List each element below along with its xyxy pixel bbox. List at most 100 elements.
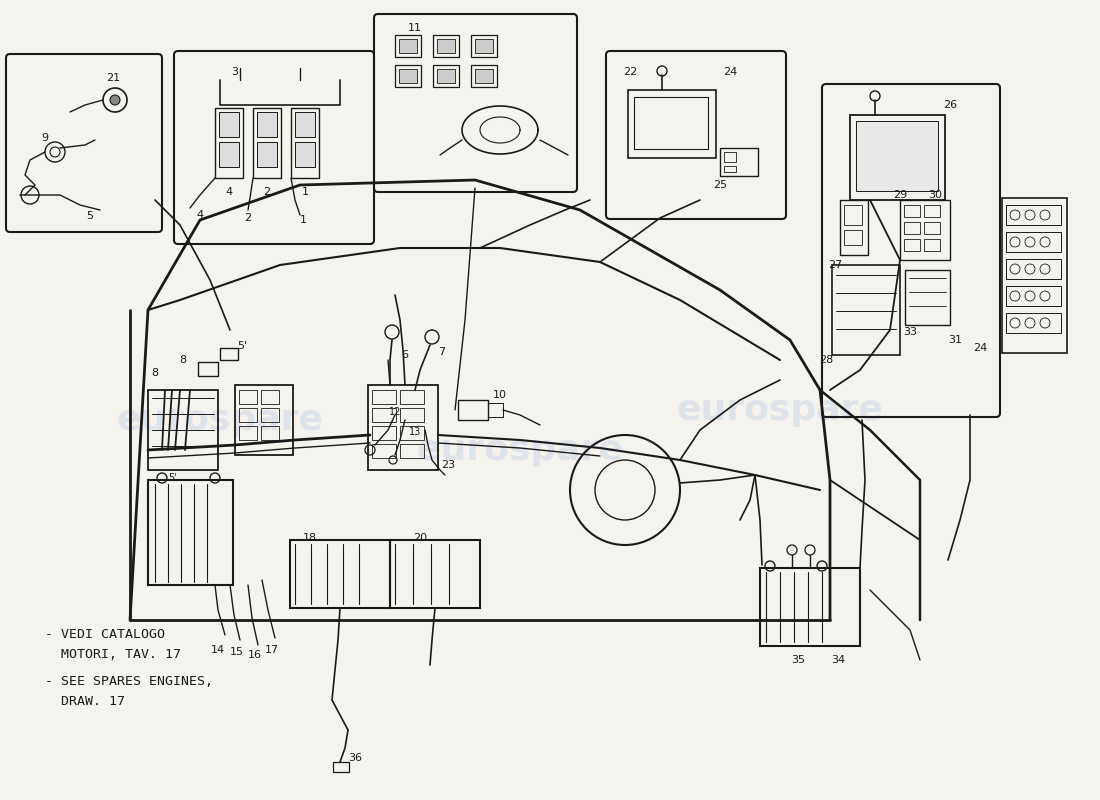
Bar (372, 408, 396, 422)
Text: DRAW. 17: DRAW. 17 (45, 695, 125, 708)
Bar (844, 230, 862, 245)
Text: eurospare: eurospare (676, 393, 883, 427)
Bar (368, 385, 438, 470)
Bar (390, 540, 480, 608)
Bar (220, 348, 238, 360)
Bar (856, 121, 938, 191)
Bar (437, 69, 455, 83)
Bar (924, 239, 940, 251)
Bar (475, 39, 493, 53)
Text: 10: 10 (493, 390, 507, 400)
Bar (148, 390, 218, 470)
Text: 26: 26 (943, 100, 957, 110)
Bar (924, 205, 940, 217)
Bar (214, 108, 243, 178)
Bar (634, 97, 708, 149)
Bar (904, 239, 920, 251)
Bar (488, 403, 503, 417)
Bar (290, 540, 390, 608)
Text: 20: 20 (412, 533, 427, 543)
Bar (148, 480, 233, 585)
Bar (628, 90, 716, 158)
Bar (433, 35, 459, 57)
Bar (239, 408, 257, 422)
Text: 5': 5' (168, 473, 177, 483)
Bar (399, 69, 417, 83)
Text: 2: 2 (244, 213, 252, 223)
Text: 1: 1 (299, 215, 307, 225)
Bar (261, 426, 279, 440)
Text: 24: 24 (972, 343, 987, 353)
Text: 3: 3 (231, 67, 239, 77)
Text: 12: 12 (388, 407, 401, 417)
Bar (850, 115, 945, 200)
Bar (471, 65, 497, 87)
Bar (720, 148, 758, 176)
Text: 30: 30 (928, 190, 942, 200)
Bar (904, 205, 920, 217)
Text: 13: 13 (409, 427, 421, 437)
Text: 27: 27 (828, 260, 843, 270)
Text: 28: 28 (818, 355, 833, 365)
Text: 29: 29 (893, 190, 907, 200)
Text: 5: 5 (87, 211, 94, 221)
Bar (257, 112, 277, 137)
Bar (724, 152, 736, 162)
Bar (760, 568, 860, 646)
Text: 33: 33 (903, 327, 917, 337)
Bar (1002, 198, 1067, 353)
Text: 18: 18 (302, 533, 317, 543)
Text: 8: 8 (179, 355, 187, 365)
Text: 6: 6 (402, 350, 408, 360)
Text: eurospare: eurospare (117, 403, 323, 437)
Bar (904, 222, 920, 234)
Text: MOTORI, TAV. 17: MOTORI, TAV. 17 (45, 648, 182, 661)
Text: eurospare: eurospare (417, 433, 624, 467)
Text: 1: 1 (301, 187, 308, 197)
Bar (400, 444, 424, 458)
Text: 15: 15 (230, 647, 244, 657)
Bar (295, 142, 315, 167)
Bar (219, 142, 239, 167)
Text: 8: 8 (152, 368, 158, 378)
Bar (253, 108, 280, 178)
Bar (1006, 232, 1062, 252)
Bar (905, 270, 950, 325)
Bar (235, 385, 293, 455)
Bar (471, 35, 497, 57)
Bar (1006, 205, 1062, 225)
Text: 14: 14 (211, 645, 226, 655)
Bar (261, 408, 279, 422)
Text: - SEE SPARES ENGINES,: - SEE SPARES ENGINES, (45, 675, 213, 688)
Bar (924, 222, 940, 234)
Bar (239, 426, 257, 440)
Bar (333, 762, 349, 772)
Text: 7: 7 (439, 347, 446, 357)
Text: 36: 36 (348, 753, 362, 763)
Bar (433, 65, 459, 87)
Bar (475, 69, 493, 83)
Bar (1006, 259, 1062, 279)
Bar (239, 390, 257, 404)
Bar (372, 390, 396, 404)
Text: 17: 17 (265, 645, 279, 655)
Bar (832, 265, 900, 355)
Circle shape (110, 95, 120, 105)
Text: 11: 11 (408, 23, 422, 33)
Bar (400, 408, 424, 422)
Bar (219, 112, 239, 137)
Bar (399, 39, 417, 53)
Bar (724, 166, 736, 172)
Text: 34: 34 (830, 655, 845, 665)
Text: 4: 4 (226, 187, 232, 197)
Text: 16: 16 (248, 650, 262, 660)
Text: - VEDI CATALOGO: - VEDI CATALOGO (45, 628, 165, 641)
Bar (257, 142, 277, 167)
Bar (400, 426, 424, 440)
Bar (261, 390, 279, 404)
Text: 2: 2 (263, 187, 271, 197)
Bar (900, 200, 950, 260)
Text: 35: 35 (791, 655, 805, 665)
Bar (458, 400, 488, 420)
Text: 24: 24 (723, 67, 737, 77)
